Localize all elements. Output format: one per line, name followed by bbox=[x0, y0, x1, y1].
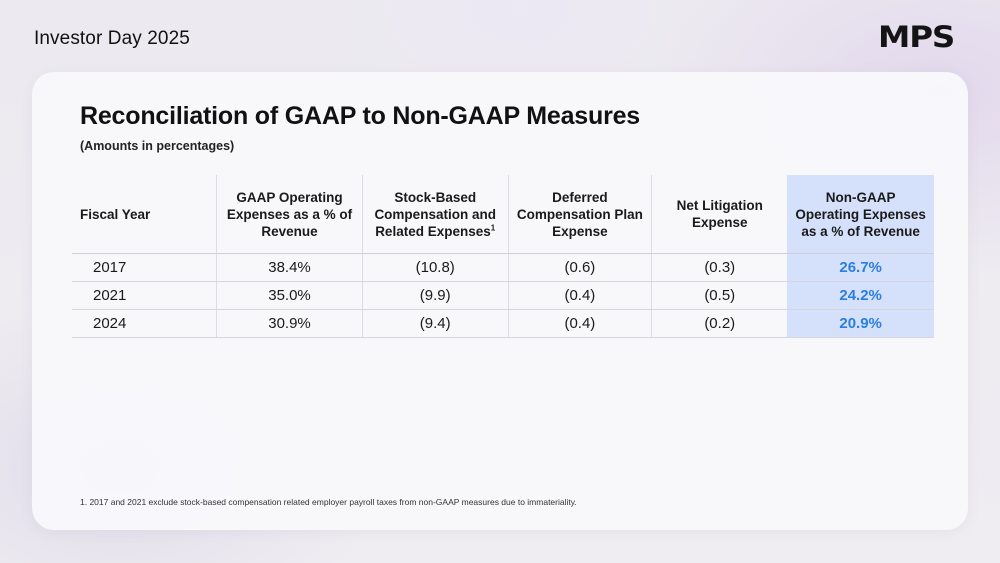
cell-deferred-comp: (0.4) bbox=[508, 310, 652, 338]
table-row: 2024 30.9% (9.4) (0.4) (0.2) 20.9% bbox=[72, 310, 934, 338]
cell-non-gaap-opex: 20.9% bbox=[787, 310, 934, 338]
cell-deferred-comp: (0.4) bbox=[508, 282, 652, 310]
table-row: 2021 35.0% (9.9) (0.4) (0.5) 24.2% bbox=[72, 282, 934, 310]
presentation-title: Investor Day 2025 bbox=[34, 28, 190, 50]
col-header-fiscal-year: Fiscal Year bbox=[72, 175, 217, 254]
cell-stock-based-comp: (9.4) bbox=[362, 310, 508, 338]
cell-gaap-opex: 35.0% bbox=[217, 282, 363, 310]
slide-subtitle: (Amounts in percentages) bbox=[80, 139, 234, 153]
mps-logo: MPS bbox=[878, 24, 954, 50]
col-header-net-litigation: Net Litigation Expense bbox=[652, 175, 788, 254]
table-header-row: Fiscal Year GAAP Operating Expenses as a… bbox=[72, 175, 934, 254]
cell-fiscal-year: 2017 bbox=[72, 254, 217, 282]
col-header-deferred-comp: Deferred Compensation Plan Expense bbox=[508, 175, 652, 254]
col-header-non-gaap-opex: Non-GAAP Operating Expenses as a % of Re… bbox=[787, 175, 934, 254]
cell-fiscal-year: 2021 bbox=[72, 282, 217, 310]
col-header-stock-based-comp-label: Stock-Based Compensation and Related Exp… bbox=[374, 190, 496, 239]
col-header-gaap-opex: GAAP Operating Expenses as a % of Revenu… bbox=[217, 175, 363, 254]
slide-title: Reconciliation of GAAP to Non-GAAP Measu… bbox=[80, 102, 640, 131]
col-header-stock-based-comp: Stock-Based Compensation and Related Exp… bbox=[362, 175, 508, 254]
cell-gaap-opex: 30.9% bbox=[217, 310, 363, 338]
reconciliation-table: Fiscal Year GAAP Operating Expenses as a… bbox=[72, 175, 934, 338]
table-row: 2017 38.4% (10.8) (0.6) (0.3) 26.7% bbox=[72, 254, 934, 282]
cell-deferred-comp: (0.6) bbox=[508, 254, 652, 282]
cell-net-litigation: (0.5) bbox=[652, 282, 788, 310]
footnote: 1. 2017 and 2021 exclude stock-based com… bbox=[80, 497, 577, 507]
footnote-marker: 1 bbox=[491, 223, 495, 232]
cell-net-litigation: (0.2) bbox=[652, 310, 788, 338]
cell-gaap-opex: 38.4% bbox=[217, 254, 363, 282]
cell-stock-based-comp: (9.9) bbox=[362, 282, 508, 310]
cell-fiscal-year: 2024 bbox=[72, 310, 217, 338]
cell-non-gaap-opex: 24.2% bbox=[787, 282, 934, 310]
slide-card: Reconciliation of GAAP to Non-GAAP Measu… bbox=[32, 72, 968, 530]
cell-stock-based-comp: (10.8) bbox=[362, 254, 508, 282]
cell-net-litigation: (0.3) bbox=[652, 254, 788, 282]
cell-non-gaap-opex: 26.7% bbox=[787, 254, 934, 282]
